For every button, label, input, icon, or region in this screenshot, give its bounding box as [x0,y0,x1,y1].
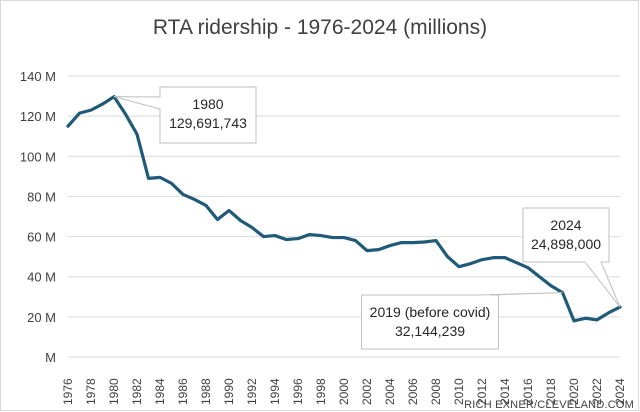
x-tick-label: 1976 [61,378,75,405]
annotation-label: 32,144,239 [395,323,465,339]
x-tick-label: 1992 [245,378,259,405]
x-tick-label: 1990 [222,378,236,405]
x-tick-label: 2002 [360,378,374,405]
y-tick-label: 20 M [27,310,56,325]
x-tick-label: 1982 [130,378,144,405]
annotation-label: 2019 (before covid) [370,304,491,320]
x-tick-label: 2018 [544,378,558,405]
chart-title: RTA ridership - 1976-2024 (millions) [152,16,488,39]
annotation-callout [113,86,257,144]
x-axis-ticks: 1976 1978 1980 1982 1984 1986 1988 1990 1992 1994… [61,378,627,405]
annotation-callout [361,292,563,350]
x-tick-label: 2024 [613,378,627,405]
x-tick-label: 2004 [383,378,397,405]
x-tick-label: 1998 [314,378,328,405]
annotation-label: 1980 [192,96,223,112]
annotation-label: 2024 [550,217,581,233]
x-tick-label: 1996 [291,378,305,405]
annotation-label: 129,691,743 [169,115,247,131]
series-layer [66,95,622,323]
annotation-callout [522,207,621,308]
y-tick-label: 60 M [27,230,56,245]
annotations: 1980 129,691,743 2019 (before covid) 32,144… [113,86,621,350]
x-tick-label: 2008 [429,378,443,405]
y-tick-label: M [45,350,56,365]
y-tick-label: 100 M [20,149,56,164]
x-tick-label: 2010 [452,378,466,405]
x-tick-label: 2020 [567,378,581,405]
x-tick-label: 2012 [475,378,489,405]
y-tick-label: 120 M [20,109,56,124]
x-tick-label: 1984 [153,378,167,405]
y-tick-label: 40 M [27,270,56,285]
x-tick-label: 1988 [199,378,213,405]
series-line [66,95,622,323]
credit-line: RICH EXNER/CLEVELAND.COM [464,399,634,411]
annotation-label: 24,898,000 [531,236,601,252]
y-tick-label: 80 M [27,189,56,204]
y-axis-ticks: M 20 M 40 M 60 M 80 M 100 M 120 M 140 M [20,69,56,365]
x-tick-label: 1986 [176,378,190,405]
x-tick-label: 1978 [84,378,98,405]
x-tick-label: 2016 [521,378,535,405]
x-tick-label: 2014 [498,378,512,405]
x-tick-label: 2000 [337,378,351,405]
y-tick-label: 140 M [20,69,56,84]
x-tick-label: 1980 [107,378,121,405]
x-tick-label: 2006 [406,378,420,405]
x-tick-label: 1994 [268,378,282,405]
x-tick-label: 2022 [590,378,604,405]
